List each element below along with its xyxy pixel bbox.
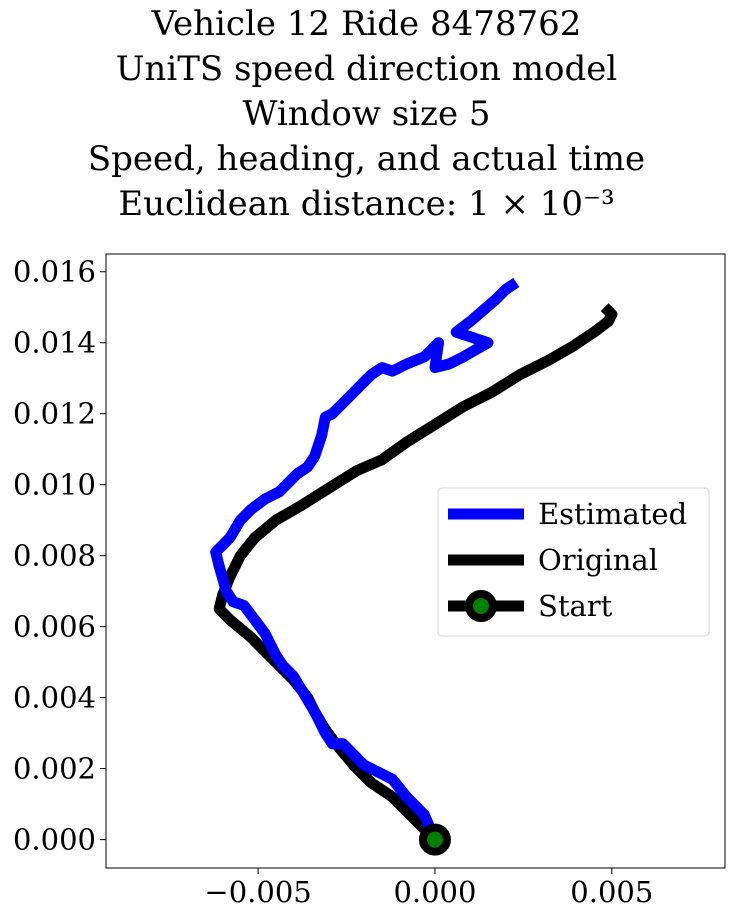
x-tick-label: 0.005 xyxy=(570,875,653,909)
start-marker xyxy=(418,823,451,856)
y-tick-label: 0.010 xyxy=(13,468,96,502)
legend: Estimated Original Start xyxy=(437,487,710,637)
plot-area xyxy=(210,277,618,856)
y-tick-label: 0.000 xyxy=(13,823,96,857)
title-line-3: Window size 5 xyxy=(242,94,491,134)
y-tick-label: 0.012 xyxy=(13,397,96,431)
y-tick-label: 0.002 xyxy=(13,752,96,786)
y-tick-label: 0.004 xyxy=(13,681,96,715)
title-line-1: Vehicle 12 Ride 8478762 xyxy=(151,4,582,44)
x-tick-label: 0.000 xyxy=(393,875,476,909)
legend-marker-start xyxy=(465,590,497,622)
title-line-2: UniTS speed direction model xyxy=(115,49,618,89)
series-line-estimated xyxy=(210,277,520,842)
y-tick-label: 0.014 xyxy=(13,326,96,360)
title-line-5: Euclidean distance: 1 × 10⁻³ xyxy=(118,184,615,224)
axes: 0.000 0.002 0.004 0.006 0.008 0.010 0.012 0.014… xyxy=(13,253,726,909)
legend-box xyxy=(437,487,710,637)
legend-label-original: Original xyxy=(538,543,658,577)
legend-label-start: Start xyxy=(538,589,613,623)
legend-label-estimated: Estimated xyxy=(538,497,687,531)
x-tick-label: −0.005 xyxy=(204,875,311,909)
chart-title: Vehicle 12 Ride 8478762 UniTS speed dire… xyxy=(0,2,733,227)
y-tick-label: 0.008 xyxy=(13,539,96,573)
y-tick-label: 0.006 xyxy=(13,610,96,644)
plot-frame xyxy=(105,253,726,869)
y-tick-label: 0.016 xyxy=(13,255,96,289)
title-line-4: Speed, heading, and actual time xyxy=(87,139,646,179)
